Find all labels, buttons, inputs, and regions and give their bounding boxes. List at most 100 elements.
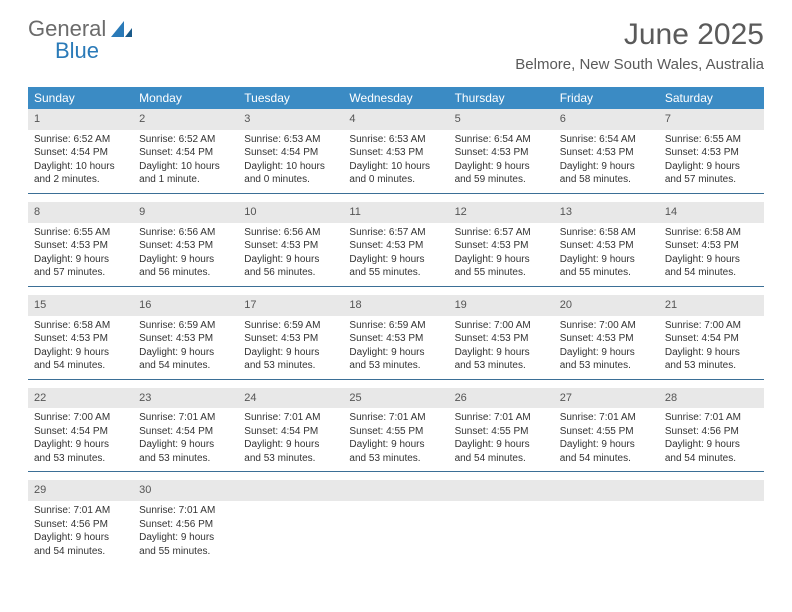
cell-body [238,501,343,541]
day-header: Saturday [659,87,764,109]
cell-body: Sunrise: 6:56 AMSunset: 4:53 PMDaylight:… [238,223,343,286]
daylight-text: Daylight: 9 hours and 53 minutes. [560,346,653,373]
sunset-text: Sunset: 4:53 PM [139,332,232,346]
week-row: 15Sunrise: 6:58 AMSunset: 4:53 PMDayligh… [28,295,764,380]
calendar-cell: 30Sunrise: 7:01 AMSunset: 4:56 PMDayligh… [133,480,238,564]
daylight-text: Daylight: 9 hours and 53 minutes. [349,346,442,373]
sunrise-text: Sunrise: 6:52 AM [34,133,127,147]
calendar-cell: 9Sunrise: 6:56 AMSunset: 4:53 PMDaylight… [133,202,238,286]
calendar-cell [343,480,448,564]
week-row: 8Sunrise: 6:55 AMSunset: 4:53 PMDaylight… [28,202,764,287]
calendar-cell: 12Sunrise: 6:57 AMSunset: 4:53 PMDayligh… [449,202,554,286]
cell-body: Sunrise: 7:01 AMSunset: 4:56 PMDaylight:… [659,408,764,471]
day-number: 19 [449,295,554,316]
sunset-text: Sunset: 4:53 PM [560,146,653,160]
sunset-text: Sunset: 4:56 PM [665,425,758,439]
sunrise-text: Sunrise: 6:57 AM [455,226,548,240]
day-number: 27 [554,388,659,409]
daylight-text: Daylight: 10 hours and 0 minutes. [244,160,337,187]
day-number [343,480,448,501]
sunset-text: Sunset: 4:54 PM [665,332,758,346]
cell-body: Sunrise: 7:01 AMSunset: 4:55 PMDaylight:… [554,408,659,471]
sunset-text: Sunset: 4:53 PM [560,239,653,253]
week-row: 29Sunrise: 7:01 AMSunset: 4:56 PMDayligh… [28,480,764,564]
day-number: 28 [659,388,764,409]
sunrise-text: Sunrise: 6:59 AM [244,319,337,333]
sunset-text: Sunset: 4:56 PM [139,518,232,532]
sunrise-text: Sunrise: 7:01 AM [455,411,548,425]
logo: General Blue [28,18,136,40]
cell-body: Sunrise: 6:53 AMSunset: 4:53 PMDaylight:… [343,130,448,193]
day-number: 14 [659,202,764,223]
daylight-text: Daylight: 10 hours and 1 minute. [139,160,232,187]
cell-body: Sunrise: 6:57 AMSunset: 4:53 PMDaylight:… [343,223,448,286]
sunset-text: Sunset: 4:54 PM [139,146,232,160]
cell-body: Sunrise: 7:01 AMSunset: 4:56 PMDaylight:… [133,501,238,564]
day-number: 16 [133,295,238,316]
day-number: 8 [28,202,133,223]
daylight-text: Daylight: 9 hours and 56 minutes. [244,253,337,280]
day-number: 4 [343,109,448,130]
sunset-text: Sunset: 4:54 PM [244,146,337,160]
daylight-text: Daylight: 9 hours and 56 minutes. [139,253,232,280]
day-number: 11 [343,202,448,223]
day-header: Wednesday [343,87,448,109]
day-header: Monday [133,87,238,109]
daylight-text: Daylight: 9 hours and 57 minutes. [34,253,127,280]
sunset-text: Sunset: 4:53 PM [139,239,232,253]
daylight-text: Daylight: 9 hours and 54 minutes. [139,346,232,373]
daylight-text: Daylight: 9 hours and 54 minutes. [665,438,758,465]
cell-body: Sunrise: 6:55 AMSunset: 4:53 PMDaylight:… [28,223,133,286]
calendar-cell: 5Sunrise: 6:54 AMSunset: 4:53 PMDaylight… [449,109,554,193]
calendar-cell: 8Sunrise: 6:55 AMSunset: 4:53 PMDaylight… [28,202,133,286]
calendar-cell [659,480,764,564]
calendar-cell: 24Sunrise: 7:01 AMSunset: 4:54 PMDayligh… [238,388,343,472]
day-number: 9 [133,202,238,223]
calendar-cell: 26Sunrise: 7:01 AMSunset: 4:55 PMDayligh… [449,388,554,472]
sunset-text: Sunset: 4:53 PM [244,239,337,253]
day-number: 22 [28,388,133,409]
day-number: 18 [343,295,448,316]
calendar-cell: 19Sunrise: 7:00 AMSunset: 4:53 PMDayligh… [449,295,554,379]
sunrise-text: Sunrise: 7:00 AM [34,411,127,425]
day-number: 13 [554,202,659,223]
calendar-cell: 18Sunrise: 6:59 AMSunset: 4:53 PMDayligh… [343,295,448,379]
sunrise-text: Sunrise: 6:52 AM [139,133,232,147]
cell-body [343,501,448,541]
day-number: 23 [133,388,238,409]
day-number: 1 [28,109,133,130]
sunrise-text: Sunrise: 7:01 AM [139,504,232,518]
sunrise-text: Sunrise: 6:59 AM [349,319,442,333]
calendar-cell: 1Sunrise: 6:52 AMSunset: 4:54 PMDaylight… [28,109,133,193]
cell-body: Sunrise: 6:56 AMSunset: 4:53 PMDaylight:… [133,223,238,286]
daylight-text: Daylight: 9 hours and 55 minutes. [455,253,548,280]
calendar-cell: 11Sunrise: 6:57 AMSunset: 4:53 PMDayligh… [343,202,448,286]
sunrise-text: Sunrise: 6:56 AM [244,226,337,240]
cell-body [659,501,764,541]
day-number: 20 [554,295,659,316]
day-number: 17 [238,295,343,316]
calendar-cell: 7Sunrise: 6:55 AMSunset: 4:53 PMDaylight… [659,109,764,193]
daylight-text: Daylight: 9 hours and 55 minutes. [560,253,653,280]
cell-body: Sunrise: 6:59 AMSunset: 4:53 PMDaylight:… [238,316,343,379]
daylight-text: Daylight: 9 hours and 53 minutes. [244,438,337,465]
sunrise-text: Sunrise: 7:00 AM [455,319,548,333]
daylight-text: Daylight: 10 hours and 2 minutes. [34,160,127,187]
daylight-text: Daylight: 9 hours and 54 minutes. [455,438,548,465]
calendar-cell: 28Sunrise: 7:01 AMSunset: 4:56 PMDayligh… [659,388,764,472]
weeks-container: 1Sunrise: 6:52 AMSunset: 4:54 PMDaylight… [28,109,764,564]
week-row: 1Sunrise: 6:52 AMSunset: 4:54 PMDaylight… [28,109,764,194]
sunrise-text: Sunrise: 6:54 AM [455,133,548,147]
calendar-cell: 10Sunrise: 6:56 AMSunset: 4:53 PMDayligh… [238,202,343,286]
daylight-text: Daylight: 9 hours and 53 minutes. [349,438,442,465]
cell-body: Sunrise: 6:59 AMSunset: 4:53 PMDaylight:… [133,316,238,379]
cell-body [449,501,554,541]
sunrise-text: Sunrise: 6:55 AM [34,226,127,240]
sunrise-text: Sunrise: 7:01 AM [349,411,442,425]
cell-body: Sunrise: 7:00 AMSunset: 4:54 PMDaylight:… [659,316,764,379]
calendar-cell: 22Sunrise: 7:00 AMSunset: 4:54 PMDayligh… [28,388,133,472]
sunset-text: Sunset: 4:53 PM [349,146,442,160]
week-row: 22Sunrise: 7:00 AMSunset: 4:54 PMDayligh… [28,388,764,473]
sunrise-text: Sunrise: 6:53 AM [349,133,442,147]
calendar-cell: 2Sunrise: 6:52 AMSunset: 4:54 PMDaylight… [133,109,238,193]
